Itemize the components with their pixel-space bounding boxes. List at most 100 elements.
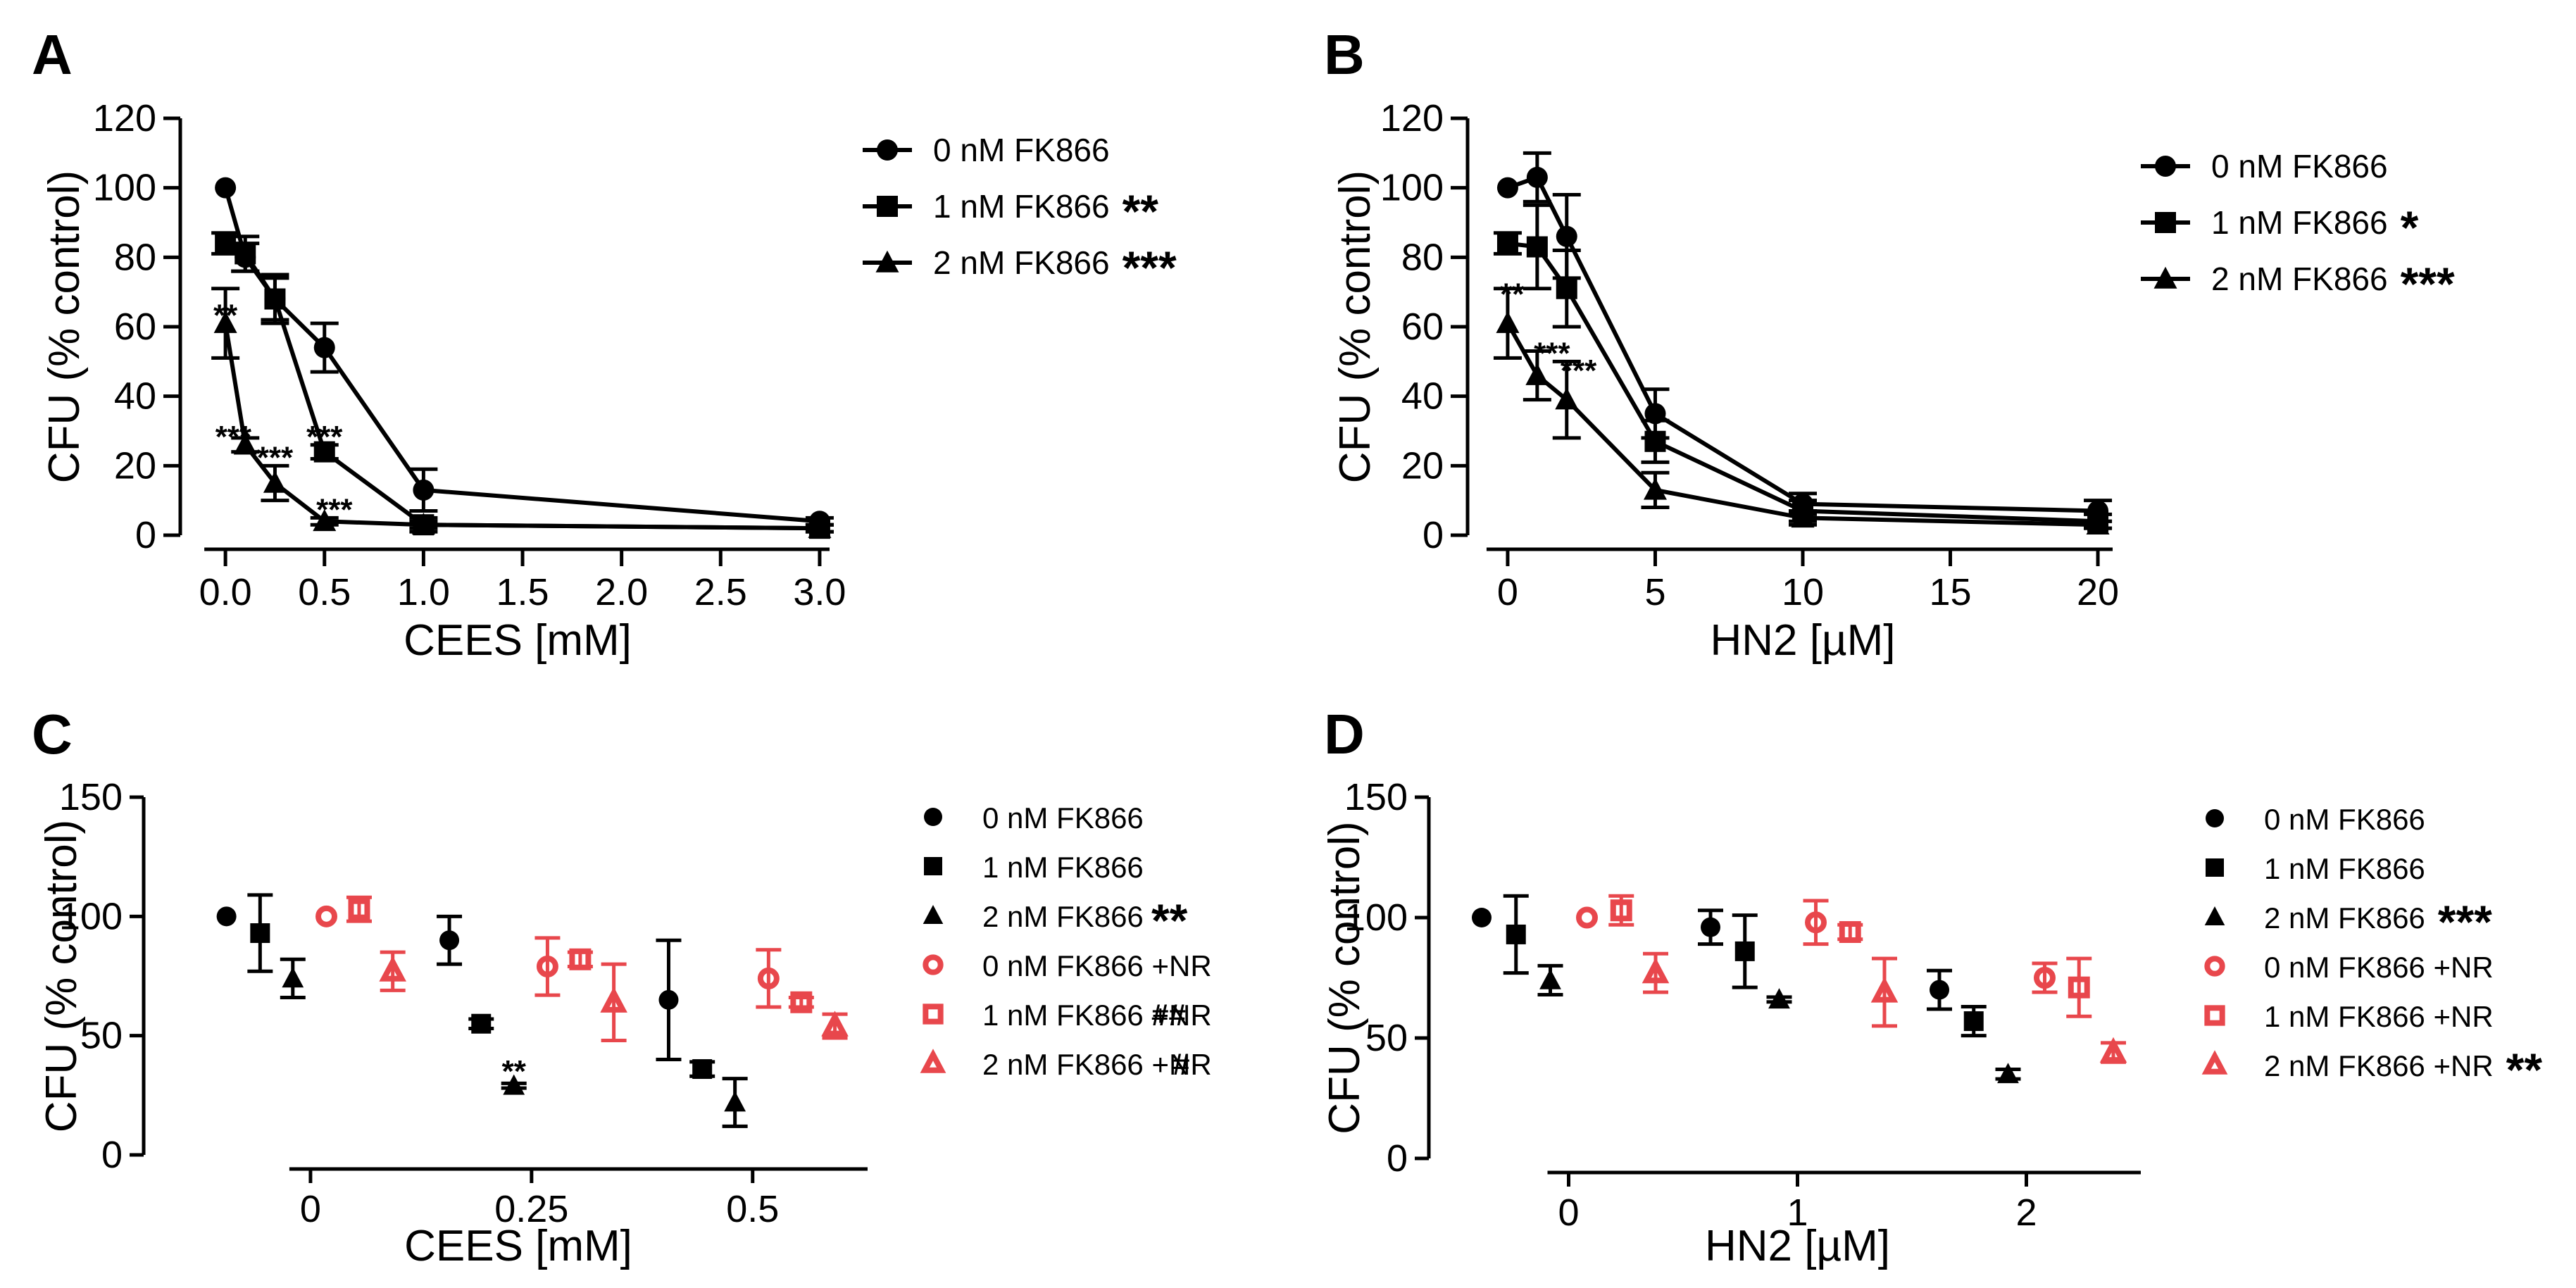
data-point: [1768, 988, 1790, 1009]
legend-item: 2 nM FK866 ***: [2141, 258, 2455, 310]
y-tick-label: 100: [1380, 167, 1444, 209]
data-point: [757, 967, 780, 989]
x-tick-label: 1.0: [397, 571, 450, 613]
y-axis-title: CFU (% control): [37, 820, 86, 1132]
data-point: [2068, 976, 2090, 999]
x-tick-label: 20: [2077, 571, 2119, 613]
data-point: [313, 441, 335, 463]
legend-label: 2 nM FK866 +NR: [2264, 1049, 2494, 1082]
legend-label: 1 nM FK866: [2211, 204, 2388, 241]
significance-label: **: [1500, 277, 1525, 312]
series-0: [216, 906, 682, 1062]
data-point: [264, 288, 286, 310]
data-point: [439, 930, 460, 951]
legend-significance: *: [2401, 201, 2419, 254]
y-tick-label: 0: [1387, 1137, 1408, 1180]
x-tick-label: 3.0: [793, 571, 846, 613]
data-point: [724, 1091, 746, 1112]
data-point: [1555, 387, 1579, 410]
significance-label: ***: [215, 420, 252, 454]
legend-label: 0 nM FK866 +NR: [982, 949, 1212, 982]
legend-label: 2 nM FK866: [2211, 261, 2388, 297]
chart-panel-b: B 0 20 40 60 80 100 120 0 5 10 15 20 HN2 [µM] CFU (% c…: [1324, 23, 2455, 665]
data-point: [1496, 177, 1518, 199]
legend-significance: ***: [2438, 896, 2492, 948]
legend-item: 0 nM FK866: [2141, 148, 2388, 185]
legend-item: 2 nM FK866 ***: [2204, 896, 2492, 948]
chart-panel-a: A 0 20 40 60 80 100 120 0.0 0.5 1.0 1.5 2.0 2.5 3.0 CEE…: [32, 23, 1177, 665]
legend-marker: [2204, 906, 2225, 925]
legend-item: 2 nM FK866 **: [923, 894, 1188, 946]
legend-item: 2 nM FK866 ***: [863, 242, 1177, 294]
data-point: [315, 905, 337, 927]
y-tick-label: 20: [1401, 444, 1444, 487]
significance-label: ***: [306, 420, 343, 454]
data-point: [1576, 906, 1598, 929]
y-tick-label: 0: [101, 1134, 123, 1176]
data-point: [821, 1011, 849, 1037]
data-point: [692, 1059, 713, 1080]
legend-item: 0 nM FK866: [2206, 803, 2425, 836]
data-point: [313, 509, 337, 532]
legend-item: 1 nM FK866 +NR: [2204, 1000, 2494, 1033]
x-tick-label: 0.25: [494, 1188, 568, 1230]
legend-label: 0 nM FK866: [933, 132, 1110, 168]
legend-significance: **: [2506, 1044, 2543, 1096]
legend-label: 1 nM FK866: [2264, 852, 2425, 885]
data-point: [411, 512, 435, 534]
legend-label: 0 nM FK866: [2264, 803, 2425, 836]
legend-marker: [2155, 212, 2176, 233]
legend-item: 0 nM FK866: [924, 801, 1144, 834]
legend-marker: [2206, 858, 2224, 877]
x-axis-title: CEES [mM]: [404, 1222, 632, 1270]
y-tick-label: 80: [1401, 236, 1444, 278]
y-tick-label: 120: [1380, 97, 1444, 139]
data-point: [1526, 236, 1548, 258]
y-tick-label: 60: [1401, 306, 1444, 348]
data-point: [2099, 1037, 2127, 1063]
series-0: [1472, 908, 1952, 1011]
y-tick-label: 150: [59, 776, 123, 818]
significance-label: **: [502, 1054, 527, 1089]
data-point: [1839, 921, 1861, 944]
legend-label: 2 nM FK866: [2264, 901, 2425, 934]
data-point: [808, 515, 832, 538]
x-tick-label: 5: [1644, 571, 1665, 613]
data-point: [413, 479, 434, 501]
data-point: [658, 989, 679, 1010]
y-tick-label: 0: [1423, 514, 1444, 556]
data-point: [215, 177, 237, 199]
y-tick-label: 0: [135, 514, 156, 556]
legend-item: 1 nM FK866 **: [863, 185, 1158, 237]
significance-label: ***: [316, 493, 353, 527]
y-tick-label: 50: [80, 1015, 123, 1057]
legend-label: 1 nM FK866 +NR: [2264, 1000, 2494, 1033]
data-point: [471, 1013, 492, 1034]
legend-item: 1 nM FK866: [924, 851, 1144, 884]
legend-marker: [924, 857, 942, 875]
series-2: [211, 287, 834, 538]
legend-label: 2 nM FK866: [933, 244, 1110, 281]
x-tick-label: 2.5: [694, 571, 747, 613]
significance-label: ***: [1534, 337, 1570, 371]
data-point: [503, 1074, 525, 1095]
significance-label: ***: [257, 441, 294, 475]
data-point: [379, 956, 406, 982]
y-tick-label: 60: [114, 306, 156, 348]
legend-significance: ***: [1123, 242, 1177, 294]
legend-marker: [2155, 156, 2176, 177]
legend-significance: **: [1151, 894, 1188, 946]
legend-marker: [2153, 266, 2177, 289]
y-tick-label: 100: [93, 167, 156, 209]
y-tick-label: 150: [1344, 776, 1408, 818]
legend-marker: [877, 139, 898, 161]
x-tick-label: 2.0: [595, 571, 648, 613]
legend-item: 2 nM FK866 +NR#: [920, 1047, 1212, 1082]
data-point: [1963, 1011, 1984, 1032]
series-2: [1493, 287, 2113, 534]
x-tick-label: 10: [1782, 571, 1824, 613]
x-axis-title: HN2 [µM]: [1705, 1222, 1890, 1270]
data-point: [1539, 968, 1561, 989]
x-tick-label: 0.5: [726, 1188, 779, 1230]
data-point: [600, 987, 627, 1013]
